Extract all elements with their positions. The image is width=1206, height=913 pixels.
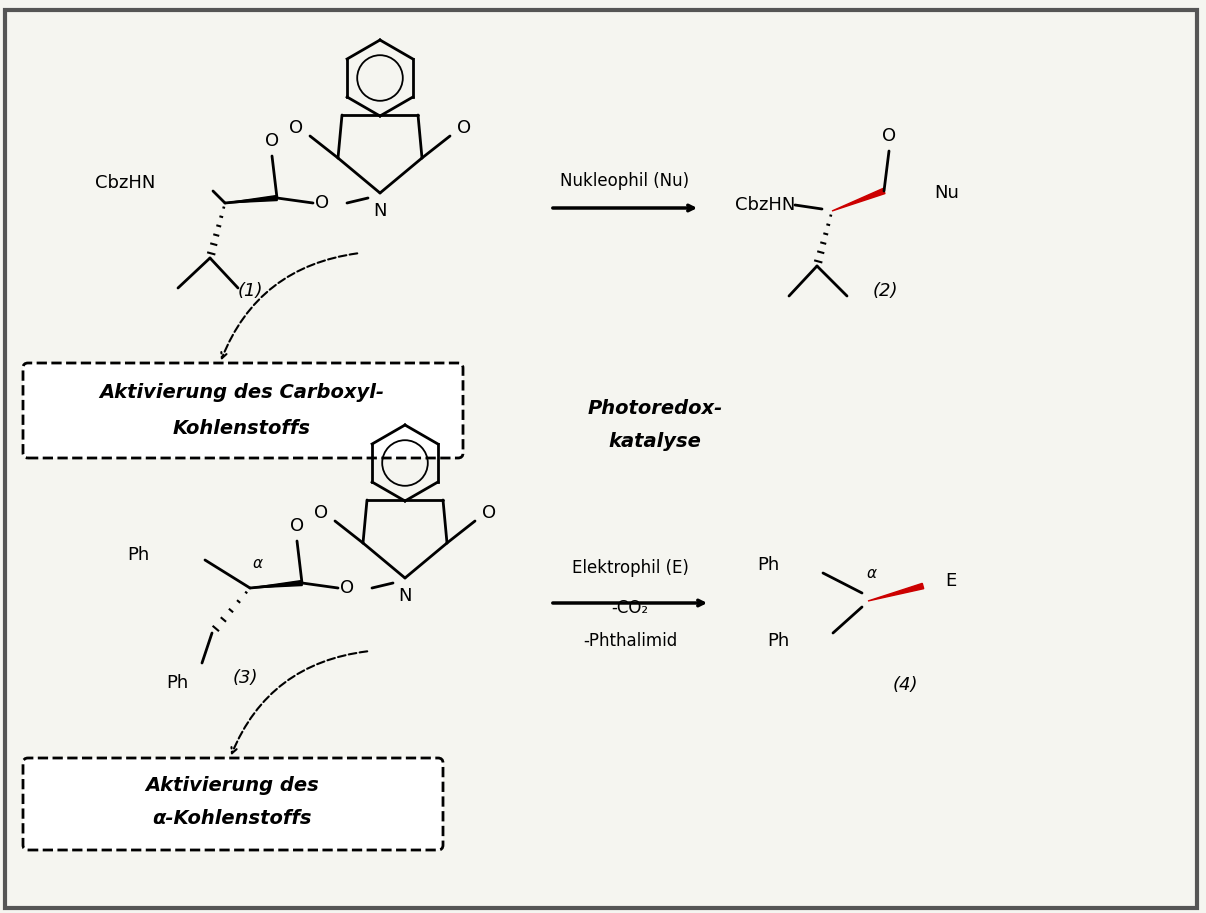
- Text: O: O: [289, 517, 304, 535]
- Text: (1): (1): [238, 282, 263, 300]
- Text: N: N: [373, 202, 387, 220]
- Text: (2): (2): [872, 282, 897, 300]
- Text: O: O: [314, 504, 328, 522]
- FancyBboxPatch shape: [23, 758, 443, 850]
- Text: Ph: Ph: [757, 556, 780, 574]
- Text: Aktivierung des Carboxyl-: Aktivierung des Carboxyl-: [100, 383, 385, 403]
- Text: Elektrophil (E): Elektrophil (E): [572, 559, 689, 577]
- Text: -Phthalimid: -Phthalimid: [582, 632, 677, 650]
- Text: O: O: [457, 119, 472, 137]
- Text: O: O: [340, 579, 355, 597]
- Text: Ph: Ph: [768, 632, 790, 650]
- FancyBboxPatch shape: [23, 363, 463, 458]
- Text: katalyse: katalyse: [609, 432, 702, 450]
- Polygon shape: [832, 188, 885, 211]
- Text: Nukleophil (Nu): Nukleophil (Nu): [561, 172, 690, 190]
- Text: O: O: [315, 194, 329, 212]
- Text: Nu: Nu: [933, 184, 959, 202]
- Text: Kohlenstoffs: Kohlenstoffs: [172, 418, 311, 437]
- Text: O: O: [265, 132, 279, 150]
- Text: Photoredox-: Photoredox-: [587, 398, 722, 417]
- Text: CbzHN: CbzHN: [94, 174, 156, 192]
- Text: (3): (3): [233, 669, 258, 687]
- Polygon shape: [250, 581, 303, 588]
- Text: N: N: [398, 587, 411, 605]
- Text: Ph: Ph: [128, 546, 150, 564]
- Text: (4): (4): [892, 676, 918, 694]
- Polygon shape: [226, 195, 277, 203]
- Text: Aktivierung des: Aktivierung des: [145, 775, 318, 794]
- Polygon shape: [868, 583, 924, 601]
- Text: CbzHN: CbzHN: [734, 196, 795, 214]
- Text: E: E: [946, 572, 956, 590]
- Text: O: O: [482, 504, 496, 522]
- Text: O: O: [882, 127, 896, 145]
- Text: α-Kohlenstoffs: α-Kohlenstoffs: [152, 809, 311, 827]
- Text: α: α: [867, 565, 877, 581]
- Text: α: α: [253, 555, 263, 571]
- Text: Ph: Ph: [166, 674, 188, 692]
- Text: O: O: [289, 119, 303, 137]
- Text: -CO₂: -CO₂: [611, 599, 649, 617]
